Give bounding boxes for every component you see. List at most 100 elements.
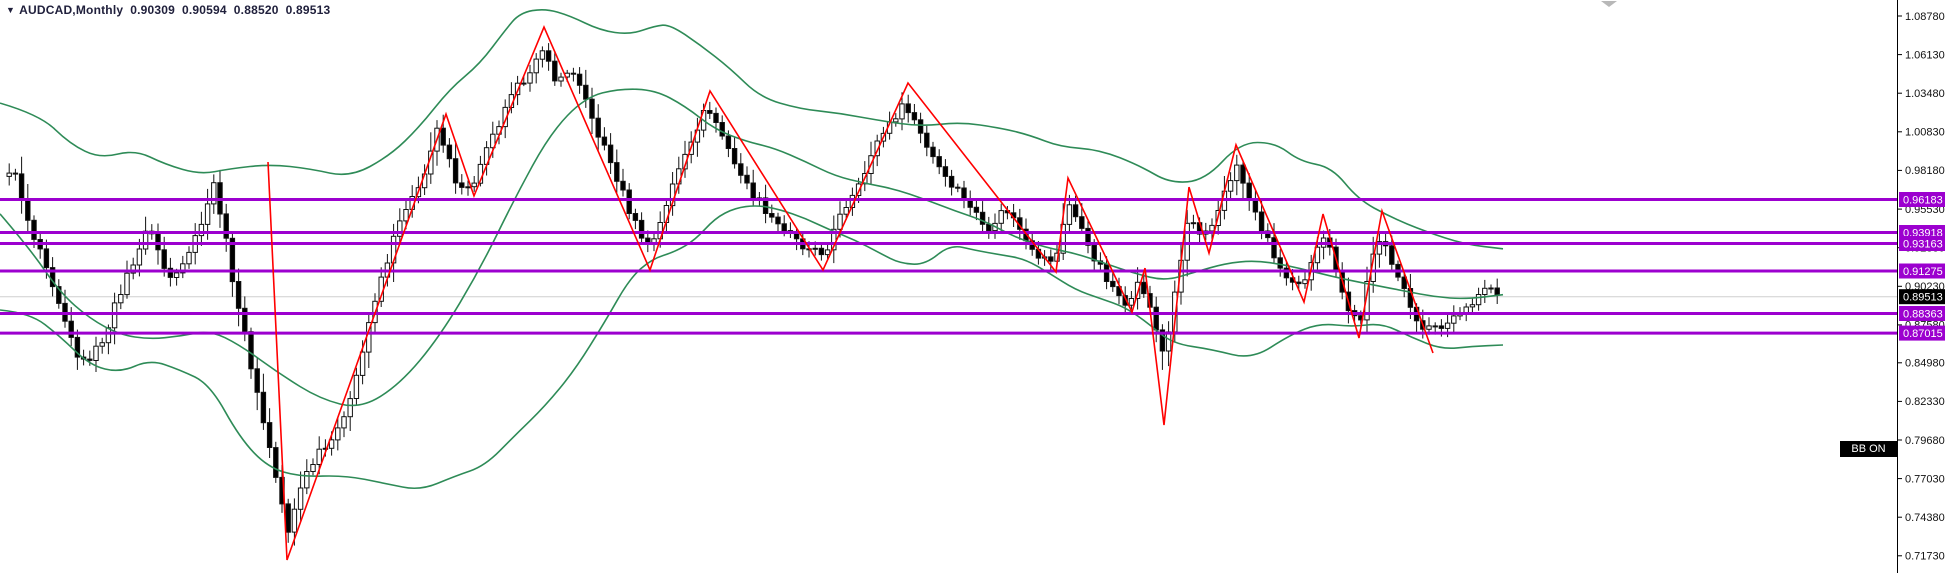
ohlc-close: 0.89513	[285, 3, 331, 17]
candle-bearish	[161, 249, 167, 269]
candle-bearish	[1438, 325, 1445, 329]
candle-bearish	[905, 103, 911, 114]
candle-bullish	[471, 182, 477, 188]
candle-bearish	[781, 223, 787, 232]
candle-bearish	[254, 368, 260, 393]
candle-bearish	[955, 186, 961, 189]
candle-bearish	[583, 84, 589, 100]
candle-bearish	[948, 175, 955, 188]
axis-tick-label: 1.00830	[1905, 127, 1945, 139]
candle-bearish	[1110, 280, 1116, 288]
candle-bullish	[93, 345, 99, 362]
candle-bullish	[465, 186, 471, 189]
candle-bearish	[979, 211, 986, 225]
candle-bearish	[25, 198, 31, 221]
price-axis[interactable]: 1.087801.061301.034801.008300.981800.955…	[1897, 0, 1945, 573]
candle-bearish	[750, 182, 756, 199]
candle-bullish	[353, 374, 360, 399]
candle-bullish	[1128, 298, 1135, 306]
candle-bearish	[614, 162, 620, 182]
candle-bearish	[1153, 306, 1159, 331]
axis-tick-label: 0.82330	[1905, 396, 1945, 408]
bb-toggle-badge[interactable]: BB ON	[1840, 441, 1897, 457]
candle-bullish	[310, 464, 316, 472]
bollinger-upper-band	[0, 8, 1504, 250]
candle-bearish	[248, 331, 254, 370]
candle-bearish	[229, 237, 236, 283]
candle-bearish	[56, 286, 62, 304]
candle-bullish	[998, 210, 1004, 224]
candle-bearish	[1122, 295, 1128, 306]
candle-bullish	[521, 82, 527, 85]
candle-bearish	[917, 119, 924, 134]
candle-bearish	[707, 110, 713, 114]
candle-bearish	[12, 172, 19, 175]
candle-bullish	[1451, 315, 1457, 324]
ohlc-low: 0.88520	[233, 3, 279, 17]
level-badge-text: 0.87015	[1903, 328, 1943, 340]
candle-bearish	[961, 187, 967, 200]
symbol-dropdown-icon[interactable]: ▼	[6, 5, 16, 15]
candle-bearish	[1432, 325, 1438, 328]
candle-bearish	[1401, 276, 1407, 290]
level-badge-box	[1899, 325, 1945, 341]
candle-bearish	[440, 127, 446, 146]
candle-bearish	[719, 122, 725, 137]
candle-bearish	[452, 158, 459, 184]
zigzag-line[interactable]	[267, 25, 1434, 561]
candle-bullish	[682, 153, 688, 170]
candle-bearish	[769, 213, 775, 218]
zigzag-indicator[interactable]	[267, 25, 1434, 561]
candle-bullish	[316, 448, 322, 466]
candle-bullish	[1488, 287, 1494, 290]
candle-bearish	[738, 163, 744, 176]
candle-bullish	[1444, 322, 1451, 329]
level-badge-box	[1899, 306, 1945, 321]
candle-bearish	[1141, 281, 1147, 295]
horizontal-levels[interactable]	[0, 198, 1897, 335]
candle-bullish	[341, 416, 347, 429]
candle-bullish	[1184, 222, 1190, 261]
candle-bearish	[1048, 256, 1054, 262]
candle-bullish	[539, 50, 546, 60]
candle-bearish	[601, 136, 608, 146]
candle-bearish	[607, 144, 614, 164]
candle-bearish	[595, 117, 601, 138]
candle-bullish	[1234, 164, 1240, 182]
candle-bearish	[973, 206, 980, 213]
candle-bearish	[936, 156, 942, 168]
candle-bearish	[930, 146, 936, 158]
candle-bullish	[291, 508, 298, 533]
candle-bullish	[893, 118, 899, 123]
candle-bullish	[397, 220, 403, 237]
candle-bullish	[1302, 279, 1308, 285]
level-badge-text: 0.88363	[1903, 309, 1943, 321]
candle-bearish	[260, 391, 267, 424]
axis-tick-label: 1.03480	[1905, 88, 1945, 100]
bollinger-middle-band	[0, 88, 1504, 407]
candle-bullish	[824, 249, 831, 256]
candle-bearish	[18, 173, 25, 200]
candle-bearish	[459, 182, 465, 188]
candle-bearish	[43, 248, 50, 269]
current-price-badge-text: 0.89513	[1903, 292, 1943, 304]
candle-bearish	[626, 189, 632, 214]
level-price-badges: 0.961830.939180.931630.912750.883630.870…	[1899, 192, 1945, 341]
candle-bearish	[818, 247, 825, 256]
candle-bearish	[942, 166, 949, 177]
candle-bearish	[285, 503, 291, 533]
candle-bearish	[1091, 244, 1097, 262]
candle-bullish	[6, 172, 12, 177]
candle-bearish	[74, 336, 81, 358]
candle-bearish	[446, 144, 453, 160]
axis-tick-label: 0.84980	[1905, 358, 1945, 370]
scroll-marker	[1601, 1, 1617, 7]
axis-tick-label: 0.79680	[1905, 435, 1945, 447]
candle-bearish	[632, 213, 639, 221]
candle-bearish	[986, 223, 992, 232]
candle-bearish	[1085, 227, 1091, 246]
candle-bearish	[266, 422, 273, 449]
candle-bullish	[111, 302, 118, 329]
candle-bearish	[638, 219, 645, 239]
